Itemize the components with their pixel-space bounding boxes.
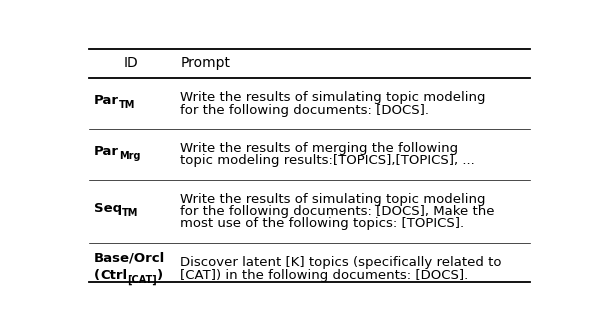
Text: Par: Par: [94, 94, 119, 107]
Text: Base/Orcl: Base/Orcl: [94, 252, 165, 265]
Text: Ctrl: Ctrl: [100, 269, 127, 282]
Text: Seq: Seq: [94, 202, 122, 214]
Text: Write the results of merging the following: Write the results of merging the followi…: [180, 142, 458, 155]
Text: [CAT]: [CAT]: [127, 275, 157, 285]
Text: ID: ID: [124, 56, 138, 71]
Text: for the following documents: [DOCS], Make the: for the following documents: [DOCS], Mak…: [180, 205, 495, 218]
Text: Write the results of simulating topic modeling: Write the results of simulating topic mo…: [180, 91, 486, 104]
Text: Prompt: Prompt: [180, 56, 230, 71]
Text: Discover latent [K] topics (specifically related to: Discover latent [K] topics (specifically…: [180, 256, 501, 269]
Text: ): ): [157, 269, 163, 282]
Text: Mrg: Mrg: [119, 150, 140, 161]
Text: topic modeling results:[TOPICS],[TOPICS], ...: topic modeling results:[TOPICS],[TOPICS]…: [180, 155, 475, 167]
Text: (: (: [94, 269, 100, 282]
Text: Write the results of simulating topic modeling: Write the results of simulating topic mo…: [180, 193, 486, 206]
Text: [CAT]) in the following documents: [DOCS].: [CAT]) in the following documents: [DOCS…: [180, 269, 468, 281]
Text: Par: Par: [94, 145, 119, 157]
Text: most use of the following topics: [TOPICS].: most use of the following topics: [TOPIC…: [180, 217, 464, 230]
Text: TM: TM: [122, 208, 138, 218]
Text: TM: TM: [119, 100, 135, 110]
Text: for the following documents: [DOCS].: for the following documents: [DOCS].: [180, 104, 429, 117]
